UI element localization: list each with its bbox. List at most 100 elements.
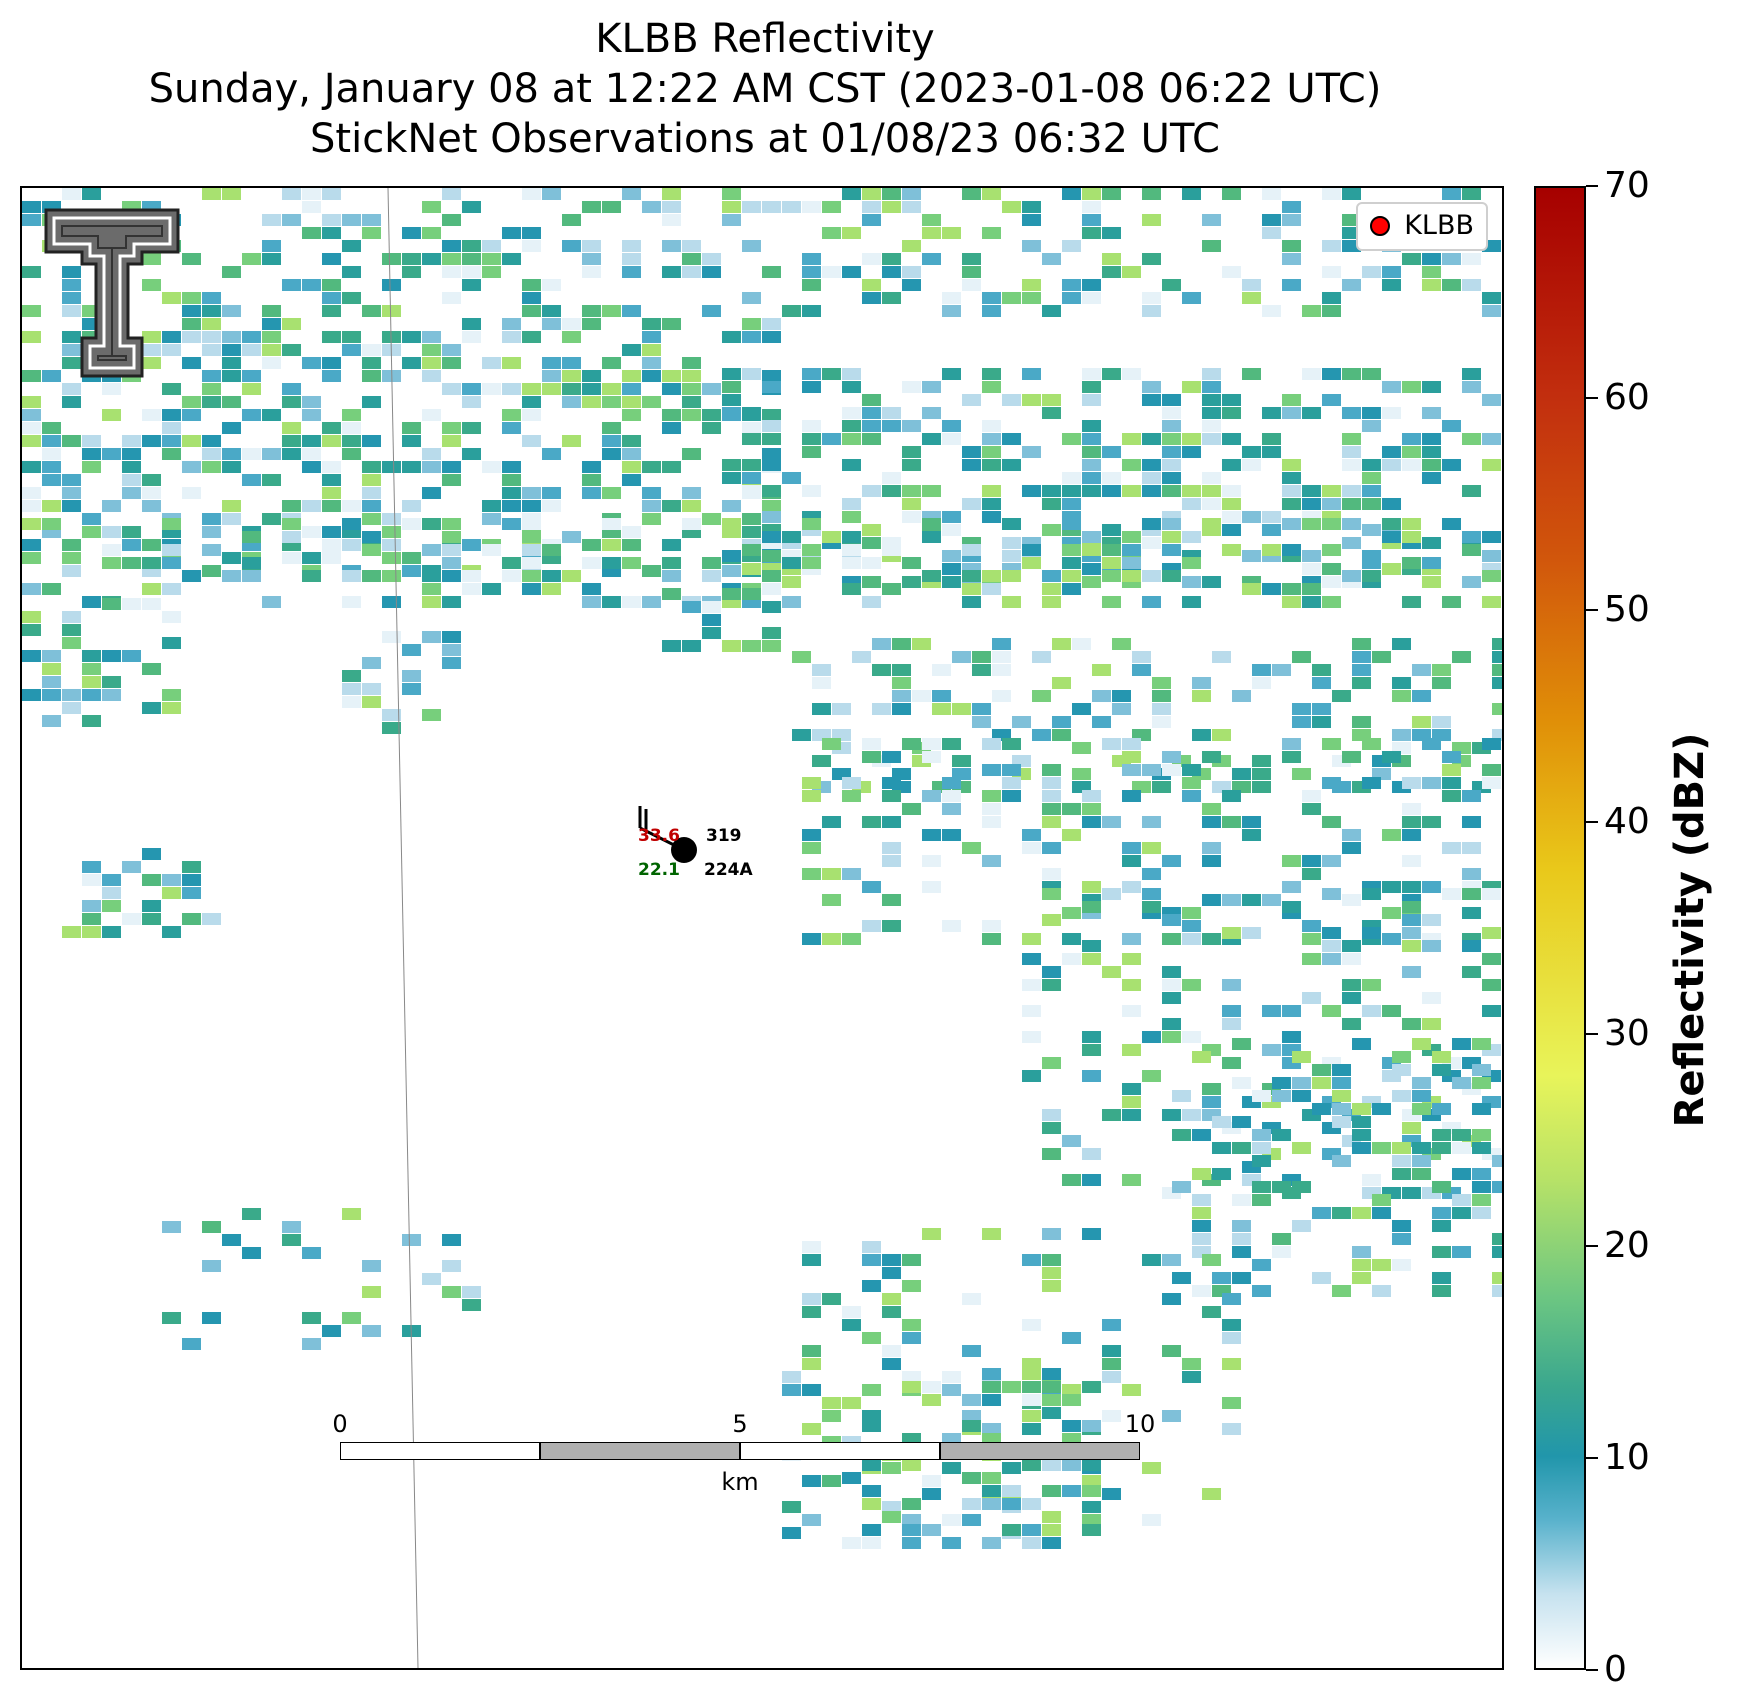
radar-cell bbox=[62, 689, 81, 701]
radar-cell bbox=[202, 383, 221, 395]
radar-cell bbox=[1302, 368, 1321, 380]
radar-cell bbox=[462, 331, 481, 343]
radar-cell bbox=[1162, 992, 1181, 1004]
radar-cell bbox=[202, 344, 221, 356]
radar-cell bbox=[822, 531, 841, 543]
radar-cell bbox=[1432, 1207, 1451, 1219]
radar-cell bbox=[582, 583, 601, 595]
radar-cell bbox=[1392, 690, 1411, 702]
radar-cell bbox=[262, 305, 281, 317]
radar-cell bbox=[582, 557, 601, 569]
radar-cell bbox=[1142, 888, 1161, 900]
radar-cell bbox=[892, 703, 911, 715]
radar-cell bbox=[682, 640, 701, 652]
radar-cell bbox=[862, 751, 881, 763]
radar-cell bbox=[1282, 1005, 1301, 1017]
radar-cell bbox=[242, 383, 261, 395]
radar-cell bbox=[362, 214, 381, 226]
radar-cell bbox=[1082, 1524, 1101, 1536]
radar-cell bbox=[62, 344, 81, 356]
radar-cell bbox=[322, 357, 341, 369]
radar-cell bbox=[1402, 881, 1421, 893]
radar-cell bbox=[762, 370, 781, 382]
radar-cell bbox=[1472, 1038, 1491, 1050]
radar-cell bbox=[1442, 420, 1461, 432]
radar-cell bbox=[582, 461, 601, 473]
radar-cell bbox=[422, 461, 441, 473]
radar-cell bbox=[22, 331, 41, 343]
radar-cell bbox=[282, 214, 301, 226]
radar-cell bbox=[1322, 1005, 1341, 1017]
radar-cell bbox=[622, 409, 641, 421]
radar-cell bbox=[122, 474, 141, 486]
radar-cell bbox=[1242, 446, 1261, 458]
radar-cell bbox=[202, 1221, 221, 1233]
radar-cell bbox=[302, 500, 321, 512]
radar-cell bbox=[242, 344, 261, 356]
radar-cell bbox=[1102, 738, 1121, 750]
radar-cell bbox=[322, 305, 341, 317]
radar-cell bbox=[162, 292, 181, 304]
radar-cell bbox=[382, 709, 401, 721]
radar-cell bbox=[722, 500, 741, 512]
radar-cell bbox=[1122, 368, 1141, 380]
radar-cell bbox=[1022, 1537, 1041, 1549]
radar-cell bbox=[1162, 433, 1181, 445]
radar-cell bbox=[762, 266, 781, 278]
radar-cell bbox=[1042, 914, 1061, 926]
radar-cell bbox=[1142, 816, 1161, 828]
radar-cell bbox=[922, 790, 941, 802]
radar-cell bbox=[1472, 1103, 1491, 1115]
radar-cell bbox=[1042, 1459, 1061, 1471]
radar-cell bbox=[1492, 729, 1502, 741]
radar-cell bbox=[1172, 1129, 1191, 1141]
radar-cell bbox=[1062, 933, 1081, 945]
radar-cell bbox=[282, 422, 301, 434]
radar-cell bbox=[1442, 790, 1461, 802]
radar-cell bbox=[1322, 394, 1341, 406]
radar-cell bbox=[1082, 279, 1101, 291]
radar-cell bbox=[932, 703, 951, 715]
radar-cell bbox=[642, 396, 661, 408]
radar-cell bbox=[1402, 855, 1421, 867]
radar-cell bbox=[542, 370, 561, 382]
radar-cell bbox=[1312, 677, 1331, 689]
radar-cell bbox=[1262, 446, 1281, 458]
radar-cell bbox=[442, 644, 461, 656]
radar-cell bbox=[822, 227, 841, 239]
radar-map[interactable]: KLBB 33.6 319 22.1 224A bbox=[20, 186, 1504, 1670]
radar-cell bbox=[782, 1501, 801, 1513]
radar-cell bbox=[362, 487, 381, 499]
radar-cell bbox=[502, 383, 521, 395]
radar-cell bbox=[522, 396, 541, 408]
radar-cell bbox=[642, 318, 661, 330]
radar-cell bbox=[1002, 596, 1021, 608]
radar-cell bbox=[972, 651, 991, 663]
radar-cell bbox=[462, 570, 481, 582]
radar-cell bbox=[982, 292, 1001, 304]
radar-cell bbox=[962, 279, 981, 291]
radar-cell bbox=[962, 266, 981, 278]
radar-cell bbox=[622, 266, 641, 278]
radar-cell bbox=[1042, 790, 1061, 802]
radar-cell bbox=[622, 253, 641, 265]
radar-cell bbox=[982, 738, 1001, 750]
radar-cell bbox=[802, 790, 821, 802]
radar-cell bbox=[1072, 768, 1091, 780]
radar-cell bbox=[1412, 1038, 1431, 1050]
radar-cell bbox=[1282, 855, 1301, 867]
colorbar-tick-mark bbox=[1586, 609, 1598, 611]
radar-cell bbox=[1482, 305, 1501, 317]
radar-cell bbox=[1312, 664, 1331, 676]
radar-cell bbox=[1042, 407, 1061, 419]
radar-cell bbox=[62, 487, 81, 499]
radar-cell bbox=[242, 1247, 261, 1259]
radar-cell bbox=[522, 544, 541, 556]
radar-cell bbox=[562, 240, 581, 252]
radar-cell bbox=[1322, 292, 1341, 304]
radar-cell bbox=[1062, 1332, 1081, 1344]
radar-cell bbox=[502, 409, 521, 421]
colorbar-tick-mark bbox=[1586, 185, 1598, 187]
radar-cell bbox=[1392, 729, 1411, 741]
radar-cell bbox=[1352, 1272, 1371, 1284]
